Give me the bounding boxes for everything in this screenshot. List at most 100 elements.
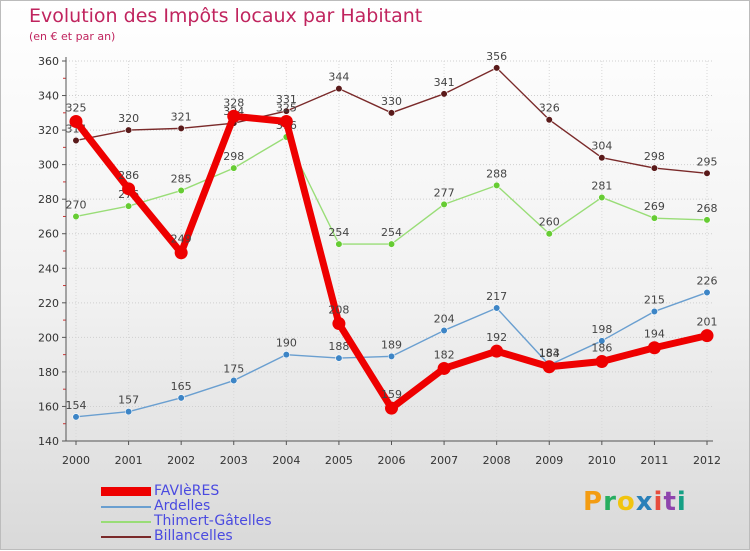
data-point bbox=[124, 202, 133, 210]
data-point bbox=[542, 360, 556, 374]
y-tick-label: 180 bbox=[38, 366, 59, 379]
data-point bbox=[72, 212, 80, 221]
data-point bbox=[387, 240, 396, 248]
legend-label-ardelles: Ardelles bbox=[154, 498, 211, 514]
data-label: 184 bbox=[539, 347, 560, 360]
data-point bbox=[647, 341, 661, 355]
legend-item-thimert-gatelles[interactable]: Thimert-Gâtelles bbox=[101, 513, 321, 530]
data-point bbox=[387, 352, 396, 360]
x-tick-label: 2000 bbox=[62, 454, 90, 467]
y-tick-label: 280 bbox=[38, 193, 59, 206]
data-point bbox=[69, 114, 83, 128]
y-tick-label: 360 bbox=[38, 55, 59, 68]
data-label: 304 bbox=[591, 140, 612, 153]
data-label: 183 bbox=[539, 347, 560, 360]
legend-label-billancelles: Billancelles bbox=[154, 528, 233, 544]
data-point bbox=[387, 109, 396, 117]
data-point bbox=[598, 154, 606, 162]
legend-item-favieres[interactable]: FAVIèRES bbox=[101, 483, 321, 500]
x-tick-label: 2010 bbox=[588, 454, 616, 467]
proxiti-logo: Proxiti bbox=[583, 487, 687, 517]
data-point bbox=[493, 64, 501, 72]
data-label: 226 bbox=[697, 274, 718, 287]
x-tick-label: 2002 bbox=[167, 454, 195, 467]
data-point bbox=[493, 304, 501, 312]
data-point bbox=[177, 394, 185, 402]
data-label: 186 bbox=[591, 342, 612, 355]
data-point bbox=[279, 114, 293, 128]
data-label: 288 bbox=[486, 167, 507, 180]
data-label: 188 bbox=[328, 340, 349, 353]
data-label: 326 bbox=[539, 102, 560, 115]
data-label: 286 bbox=[118, 169, 139, 182]
logo-letter: i bbox=[676, 487, 687, 517]
data-point bbox=[177, 124, 185, 132]
logo-letter: P bbox=[583, 487, 604, 517]
data-point bbox=[335, 240, 343, 248]
data-label: 165 bbox=[171, 380, 192, 393]
data-label: 356 bbox=[486, 50, 507, 63]
data-label: 249 bbox=[171, 233, 192, 246]
y-tick-label: 340 bbox=[38, 90, 59, 103]
legend-swatch-thimert-gatelles bbox=[101, 521, 151, 523]
x-tick-label: 2005 bbox=[325, 454, 353, 467]
x-tick-label: 2006 bbox=[378, 454, 406, 467]
logo-letter: o bbox=[616, 487, 636, 517]
data-label: 281 bbox=[591, 179, 612, 192]
data-point bbox=[72, 413, 80, 421]
data-point bbox=[595, 355, 609, 369]
data-label: 175 bbox=[223, 363, 244, 376]
data-point bbox=[332, 317, 346, 331]
y-tick-label: 140 bbox=[38, 435, 59, 448]
data-label: 328 bbox=[223, 96, 244, 109]
data-point bbox=[440, 90, 448, 98]
x-tick-label: 2011 bbox=[640, 454, 668, 467]
x-tick-label: 2012 bbox=[693, 454, 721, 467]
data-point bbox=[282, 351, 290, 359]
data-point bbox=[230, 376, 238, 385]
data-label: 295 bbox=[697, 155, 718, 168]
legend-swatch-ardelles bbox=[101, 506, 151, 508]
data-point bbox=[335, 354, 343, 362]
data-label: 154 bbox=[66, 399, 87, 412]
data-label: 254 bbox=[328, 226, 349, 239]
x-tick-label: 2004 bbox=[272, 454, 300, 467]
data-point bbox=[490, 344, 504, 358]
data-point bbox=[703, 216, 711, 224]
data-point bbox=[437, 361, 451, 375]
data-point bbox=[335, 85, 343, 93]
data-point bbox=[124, 408, 133, 416]
logo-letter: x bbox=[635, 487, 654, 517]
y-tick-label: 220 bbox=[38, 297, 59, 310]
y-tick-label: 260 bbox=[38, 228, 59, 241]
data-label: 157 bbox=[118, 394, 139, 407]
data-label: 192 bbox=[486, 331, 507, 344]
data-label: 330 bbox=[381, 95, 402, 108]
data-point bbox=[598, 193, 606, 202]
data-point bbox=[174, 246, 188, 260]
chart-subtitle: (en € et par an) bbox=[29, 30, 116, 43]
data-label: 344 bbox=[328, 71, 349, 84]
data-point bbox=[440, 200, 448, 208]
data-point bbox=[650, 164, 659, 172]
legend-swatch-billancelles bbox=[101, 536, 151, 538]
data-point bbox=[177, 186, 185, 195]
legend-item-billancelles[interactable]: Billancelles bbox=[101, 528, 321, 545]
data-point bbox=[598, 337, 606, 345]
legend-item-ardelles[interactable]: Ardelles bbox=[101, 498, 321, 515]
x-tick-label: 2007 bbox=[430, 454, 458, 467]
data-label: 325 bbox=[66, 101, 87, 114]
legend-swatch-favieres bbox=[101, 487, 151, 496]
data-point bbox=[703, 288, 711, 297]
data-point bbox=[124, 126, 133, 134]
logo-letter: r bbox=[603, 487, 617, 517]
legend-label-favieres: FAVIèRES bbox=[154, 483, 220, 499]
data-label: 208 bbox=[328, 304, 349, 317]
data-point bbox=[282, 107, 290, 115]
data-label: 254 bbox=[381, 226, 402, 239]
y-tick-label: 240 bbox=[38, 262, 59, 275]
data-label: 182 bbox=[434, 348, 455, 361]
y-tick-label: 320 bbox=[38, 124, 59, 137]
